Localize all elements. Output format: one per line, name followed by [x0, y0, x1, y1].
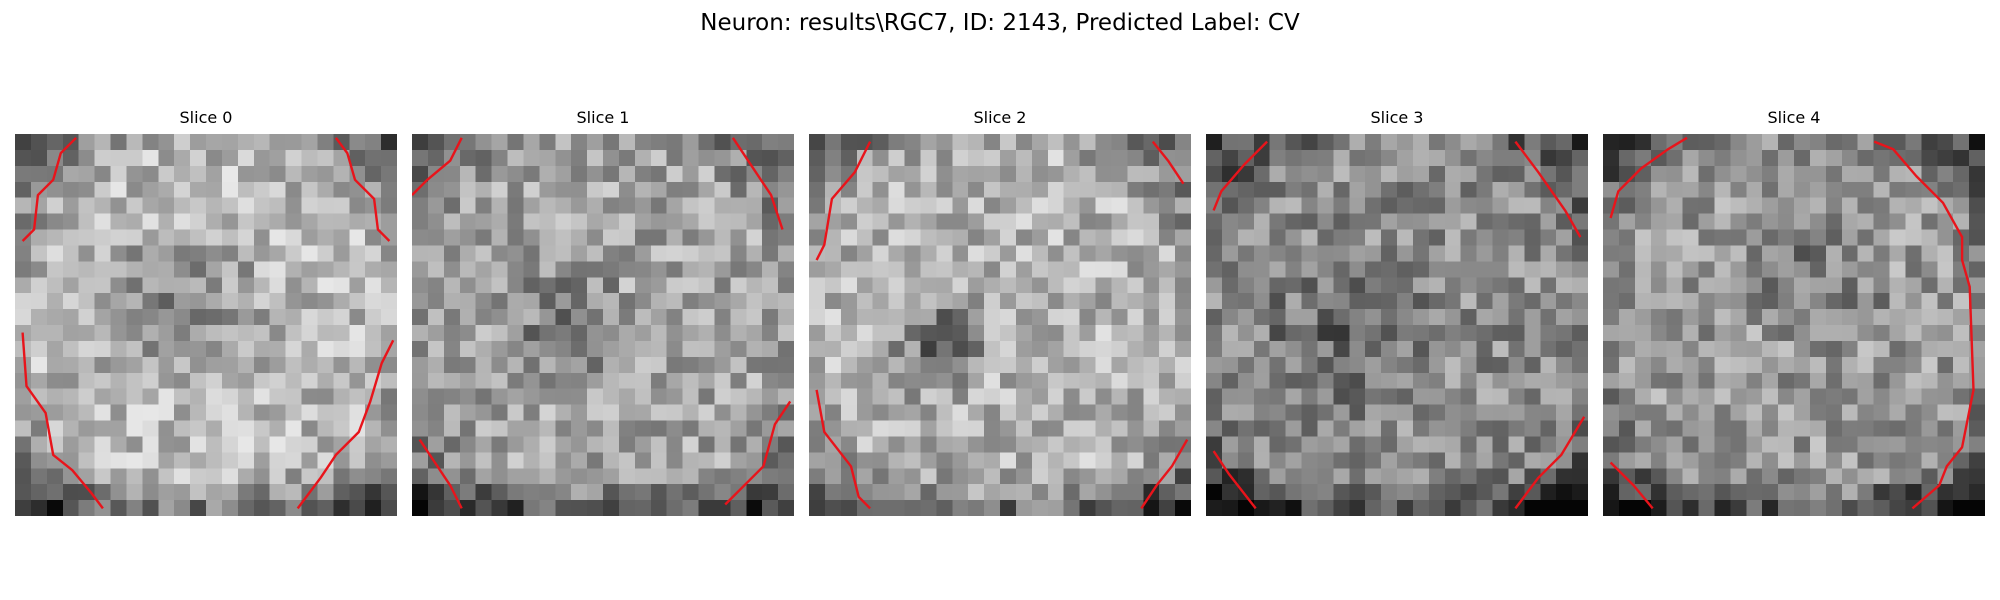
voxel-grid: [412, 134, 794, 516]
outline-contour-lower-left: [1609, 461, 1654, 510]
outline-contour-lower-left: [1212, 450, 1257, 510]
outline-contour-lower-right: [1514, 416, 1586, 510]
slice-title-4: Slice 4: [1767, 108, 1821, 127]
outline-contour-lower-right: [1140, 439, 1189, 510]
outline-contour-lower-right: [724, 400, 792, 506]
slice-panel-4: Slice 4: [1603, 108, 1985, 516]
outline-contour-upper-right: [1151, 140, 1185, 185]
slice-title-3: Slice 3: [1370, 108, 1424, 127]
slice-image-1: [412, 134, 794, 516]
outline-contour-upper-left: [412, 137, 463, 196]
outline-contour-lower-right: [296, 339, 395, 510]
slice-panel-1: Slice 1: [412, 108, 794, 516]
slice-panel-0: Slice 0: [15, 108, 397, 516]
outline-contour-upper-left: [815, 141, 872, 261]
outline-contour-upper-right: [1514, 140, 1582, 238]
outline-contour-upper-left: [1609, 136, 1688, 219]
slice-image-2: [809, 134, 1191, 516]
voxel-grid: [1603, 134, 1985, 516]
outline-contour-right-side: [1873, 140, 1975, 510]
outline-contour-upper-left: [1212, 140, 1268, 211]
slice-title-1: Slice 1: [576, 108, 630, 127]
voxel-grid: [809, 134, 1191, 516]
slice-image-4: [1603, 134, 1985, 516]
outline-contour-lower-left: [815, 389, 871, 510]
outline-contour-upper-left: [21, 136, 77, 242]
figure-title: Neuron: results\RGC7, ID: 2143, Predicte…: [700, 10, 1300, 36]
slice-title-0: Slice 0: [179, 108, 233, 127]
slice-title-2: Slice 2: [973, 108, 1027, 127]
outline-contour-upper-right: [334, 137, 391, 242]
slice-image-0: [15, 134, 397, 516]
slice-image-3: [1206, 134, 1588, 516]
outline-contour-lower-left: [21, 332, 104, 510]
outline-contour-upper-right: [731, 137, 784, 230]
voxel-grid: [1206, 134, 1588, 516]
slice-panel-3: Slice 3: [1206, 108, 1588, 516]
voxel-grid: [15, 134, 397, 516]
slice-panel-2: Slice 2: [809, 108, 1191, 516]
outline-contour-lower-left: [418, 438, 463, 509]
